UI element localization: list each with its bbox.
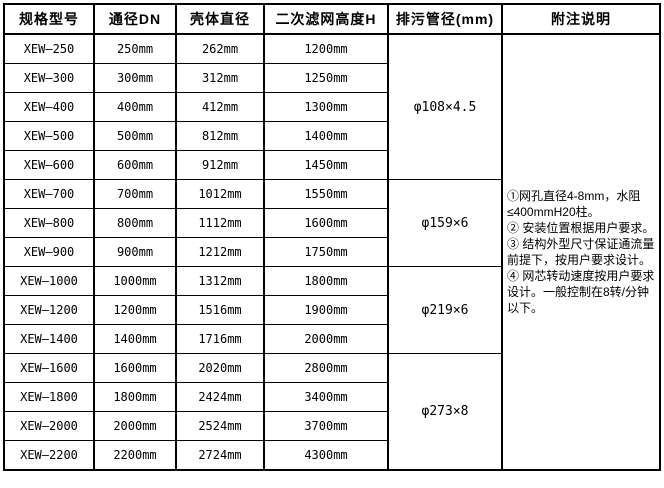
shell-cell: 1716mm (175, 324, 265, 354)
height-cell: 3700mm (263, 411, 389, 441)
table-row: XEW—2200 2200mm 2724mm 4300mm (3, 440, 660, 471)
shell-cell: 2524mm (175, 411, 265, 441)
column-header-shell: 壳体直径 (175, 3, 265, 35)
model-cell: XEW—400 (3, 92, 95, 122)
height-cell: 1750mm (263, 237, 389, 267)
table-row: XEW—1800 1800mm 2424mm 3400mm (3, 382, 660, 412)
model-cell: XEW—500 (3, 121, 95, 151)
notes-cell: ①网孔直径4-8mm，水阻≤400mmH20柱。 ② 安装位置根据用户要求。 ③ 结… (501, 33, 661, 471)
drain-diameter-cell: φ159×6 (387, 179, 503, 267)
height-cell: 1200mm (263, 33, 389, 64)
model-cell: XEW—700 (3, 179, 95, 209)
drain-diameter-cell: φ108×4.5 (387, 33, 503, 180)
column-header-dn: 通径DN (93, 3, 177, 35)
table-row: XEW—800 800mm 1112mm 1600mm (3, 208, 660, 238)
dn-cell: 900mm (93, 237, 177, 267)
table-row: XEW—600 600mm 912mm 1450mm (3, 150, 660, 180)
model-cell: XEW—1200 (3, 295, 95, 325)
shell-cell: 2724mm (175, 440, 265, 471)
shell-cell: 812mm (175, 121, 265, 151)
height-cell: 4300mm (263, 440, 389, 471)
table-row: XEW—700 700mm 1012mm 1550mm φ159×6 (3, 179, 660, 267)
height-cell: 1450mm (263, 150, 389, 180)
drain-diameter-cell: φ219×6 (387, 266, 503, 354)
shell-cell: 2424mm (175, 382, 265, 412)
column-header-drain: 排污管径(mm) (387, 3, 503, 35)
dn-cell: 250mm (93, 33, 177, 64)
table-row: XEW—900 900mm 1212mm 1750mm (3, 237, 660, 267)
shell-cell: 312mm (175, 63, 265, 93)
shell-cell: 2020mm (175, 353, 265, 383)
height-cell: 2000mm (263, 324, 389, 354)
note-item: ③ 结构外型尺寸保证通流量前提下，按用户要求设计。 (507, 237, 655, 267)
shell-cell: 912mm (175, 150, 265, 180)
note-item: ④ 网芯转动速度按用户要求设计。一般控制在8转/分钟以下。 (507, 269, 655, 315)
height-cell: 1600mm (263, 208, 389, 238)
spec-table: 规格型号 通径DN 壳体直径 二次滤网高度H 排污管径(mm) 附注说明 XEW—250 2… (3, 3, 661, 471)
dn-cell: 800mm (93, 208, 177, 238)
table-row: XEW—250 250mm 262mm 1200mm φ108×4.5 ①网孔直径4-8m… (3, 33, 661, 471)
header-row: 规格型号 通径DN 壳体直径 二次滤网高度H 排污管径(mm) 附注说明 (3, 3, 661, 35)
note-item: ② 安装位置根据用户要求。 (507, 221, 655, 235)
height-cell: 1900mm (263, 295, 389, 325)
table-row: XEW—1000 1000mm 1312mm 1800mm φ219×6 (3, 266, 660, 354)
model-cell: XEW—1000 (3, 266, 95, 296)
height-cell: 1300mm (263, 92, 389, 122)
table-row: XEW—300 300mm 312mm 1250mm (3, 63, 660, 93)
dn-cell: 1200mm (93, 295, 177, 325)
dn-cell: 500mm (93, 121, 177, 151)
height-cell: 1550mm (263, 179, 389, 209)
model-cell: XEW—1600 (3, 353, 95, 383)
column-header-model: 规格型号 (3, 3, 95, 35)
spec-table-body: XEW—250 250mm 262mm 1200mm φ108×4.5 ①网孔直径4-8m… (3, 33, 661, 471)
table-row: XEW—400 400mm 412mm 1300mm (3, 92, 660, 122)
model-cell: XEW—2000 (3, 411, 95, 441)
height-cell: 1250mm (263, 63, 389, 93)
dn-cell: 1600mm (93, 353, 177, 383)
shell-cell: 1312mm (175, 266, 265, 296)
dn-cell: 2200mm (93, 440, 177, 471)
note-item: ①网孔直径4-8mm，水阻≤400mmH20柱。 (507, 189, 641, 219)
dn-cell: 600mm (93, 150, 177, 180)
dn-cell: 1400mm (93, 324, 177, 354)
spec-table-header: 规格型号 通径DN 壳体直径 二次滤网高度H 排污管径(mm) 附注说明 (3, 3, 661, 35)
model-cell: XEW—2200 (3, 440, 95, 471)
dn-cell: 1000mm (93, 266, 177, 296)
shell-cell: 262mm (175, 33, 265, 64)
model-cell: XEW—300 (3, 63, 95, 93)
height-cell: 1800mm (263, 266, 389, 296)
table-row: XEW—2000 2000mm 2524mm 3700mm (3, 411, 660, 441)
drain-diameter-cell: φ273×8 (387, 353, 503, 471)
model-cell: XEW—250 (3, 33, 95, 64)
height-cell: 1400mm (263, 121, 389, 151)
dn-cell: 1800mm (93, 382, 177, 412)
shell-cell: 412mm (175, 92, 265, 122)
table-row: XEW—500 500mm 812mm 1400mm (3, 121, 660, 151)
dn-cell: 2000mm (93, 411, 177, 441)
shell-cell: 1212mm (175, 237, 265, 267)
column-header-height: 二次滤网高度H (263, 3, 389, 35)
dn-cell: 300mm (93, 63, 177, 93)
height-cell: 2800mm (263, 353, 389, 383)
height-cell: 3400mm (263, 382, 389, 412)
shell-cell: 1112mm (175, 208, 265, 238)
column-header-notes: 附注说明 (501, 3, 661, 35)
dn-cell: 700mm (93, 179, 177, 209)
model-cell: XEW—1800 (3, 382, 95, 412)
table-row: XEW—1600 1600mm 2020mm 2800mm φ273×8 (3, 353, 660, 471)
model-cell: XEW—600 (3, 150, 95, 180)
shell-cell: 1516mm (175, 295, 265, 325)
model-cell: XEW—900 (3, 237, 95, 267)
shell-cell: 1012mm (175, 179, 265, 209)
model-cell: XEW—800 (3, 208, 95, 238)
dn-cell: 400mm (93, 92, 177, 122)
model-cell: XEW—1400 (3, 324, 95, 354)
